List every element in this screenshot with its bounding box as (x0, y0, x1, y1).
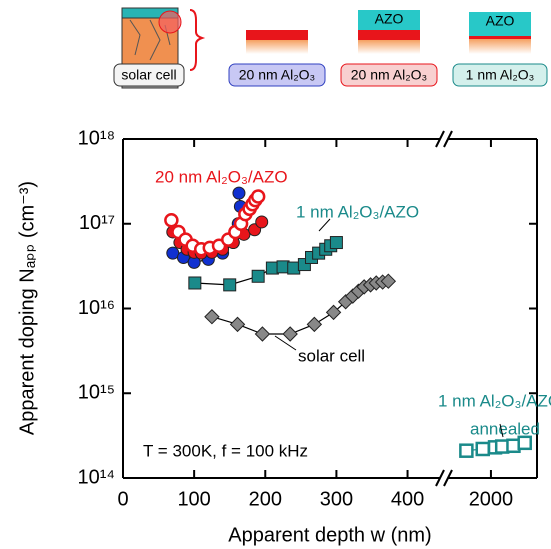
layer-label: AZO (486, 13, 515, 29)
data-point (250, 189, 266, 204)
substrate (469, 39, 531, 54)
annotation: 1 nm Al₂O₃/AZO (438, 391, 551, 410)
y-tick-label: 10¹⁷ (79, 212, 115, 234)
data-point (282, 326, 298, 342)
y-tick-label: 10¹⁸ (78, 127, 115, 149)
data-point (254, 326, 271, 342)
data-point (223, 278, 237, 292)
schematic: AZO AZO solar cell 20 nm Al₂O₃ 20 nm Al₂… (113, 7, 548, 89)
data-point (306, 316, 323, 333)
y-axis-label: Apparent doping Nₐₚₚ (cm⁻³) (16, 181, 38, 435)
data-point (232, 186, 246, 200)
x-tick-label: 100 (177, 488, 210, 510)
axis-break (435, 130, 445, 148)
x-axis-label: Apparent depth w (nm) (228, 524, 431, 546)
schematic-label: 20 nm Al₂O₃ (351, 67, 428, 83)
axis-break (443, 130, 453, 148)
label-box (452, 63, 548, 87)
y-tick-label: 10¹⁴ (78, 466, 116, 488)
data-point (475, 441, 491, 457)
y-tick-label: 10¹⁶ (78, 297, 115, 319)
label-box (340, 63, 438, 87)
data-point (251, 269, 265, 283)
y-tick-label: 10¹⁵ (78, 382, 115, 404)
substrate (358, 40, 420, 54)
annotation-leader (318, 218, 331, 232)
annotation: 1 nm Al₂O₃/AZO (296, 202, 419, 221)
data-point (380, 273, 397, 289)
data-point (188, 276, 202, 290)
data-point (329, 236, 343, 250)
axis-break (443, 469, 453, 487)
x-tick-label: 300 (320, 488, 353, 510)
annotation-leader (499, 423, 504, 438)
data-point (229, 316, 246, 333)
data-point (517, 435, 532, 451)
schematic-label: 1 nm Al₂O₃ (466, 67, 535, 83)
zoom-bracket (189, 9, 206, 71)
layer (469, 36, 531, 39)
layer (358, 10, 420, 30)
data-point (204, 309, 220, 325)
data-point (164, 212, 179, 228)
x-tick-label: 0 (117, 488, 128, 510)
label-box (113, 63, 185, 87)
x-tick-label: 400 (391, 488, 424, 510)
schematic-label: solar cell (121, 67, 176, 83)
data-point (325, 304, 342, 321)
schematic-label: 20 nm Al₂O₃ (239, 67, 316, 83)
substrate (246, 40, 308, 54)
layer (246, 30, 308, 40)
annotation: solar cell (298, 346, 365, 365)
x-tick-label: 2000 (469, 488, 514, 510)
data-point (459, 443, 474, 458)
zoom-circle (158, 10, 182, 34)
annotation: annealed (470, 419, 540, 438)
layer-label: AZO (375, 11, 404, 27)
label-box (228, 63, 326, 87)
x-tick-label: 200 (249, 488, 282, 510)
data-point (255, 215, 269, 229)
layer (358, 30, 420, 40)
annotation-leader (274, 335, 297, 351)
layer (469, 12, 531, 36)
annotation: T = 300K, f = 100 kHz (143, 441, 308, 460)
annotation: 20 nm Al₂O₃/AZO (155, 167, 288, 186)
axis-break (435, 469, 445, 487)
